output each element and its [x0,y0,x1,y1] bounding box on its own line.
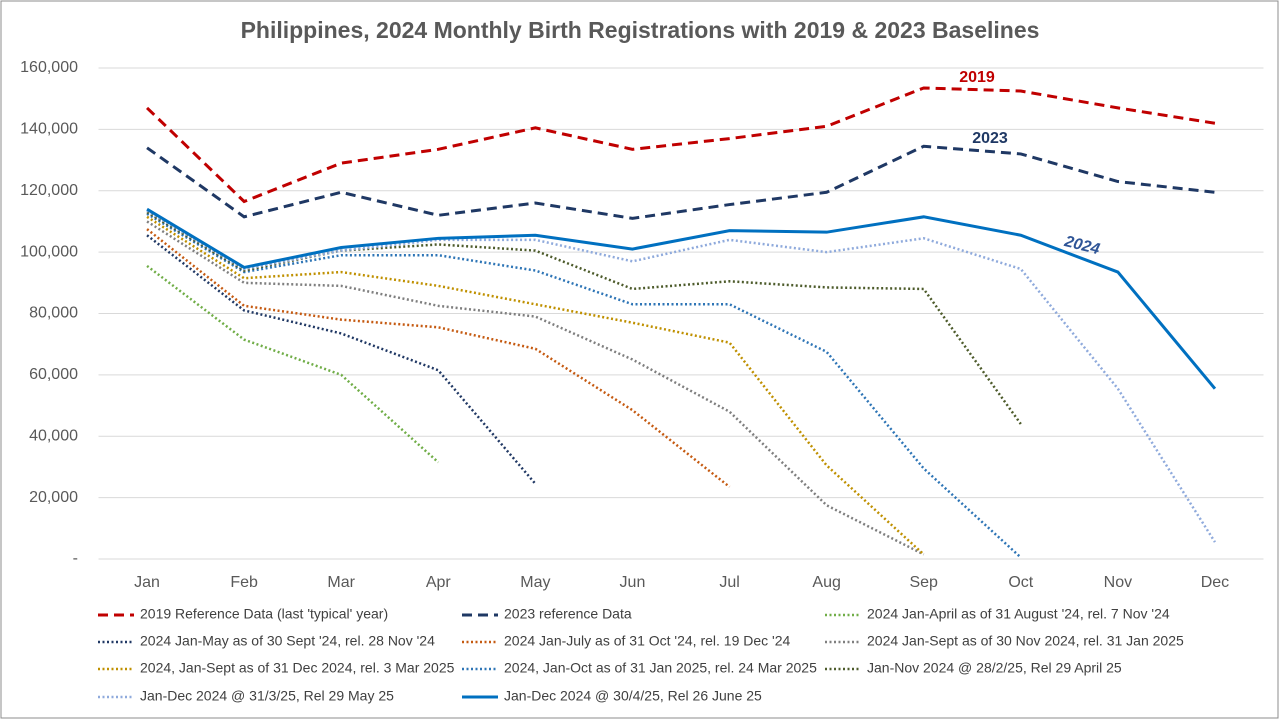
legend-label: 2024 Jan-April as of 31 August '24, rel.… [867,606,1170,622]
y-tick-label: 60,000 [29,366,78,383]
x-tick-label: Aug [812,574,840,591]
legend-label: Jan-Dec 2024 @ 30/4/25, Rel 26 June 25 [504,688,762,704]
y-tick-label: - [73,550,78,567]
series-line [146,212,1022,559]
legend-label: 2024, Jan-Sept as of 31 Dec 2024, rel. 3… [140,660,455,676]
x-tick-label: Jul [719,574,739,591]
legend-label: Jan-Nov 2024 @ 28/2/25, Rel 29 April 25 [867,660,1122,676]
x-tick-label: Feb [230,574,258,591]
series-line [146,86,1216,204]
legend-label: 2024 Jan-July as of 31 Oct '24, rel. 19 … [504,633,790,649]
x-tick-label: Dec [1201,574,1229,591]
series-line [146,215,925,556]
series-line [146,207,1217,390]
series-line [146,144,1216,220]
y-tick-label: 160,000 [20,59,78,76]
x-tick-label: May [520,574,550,591]
annotation: 2023 [972,130,1008,147]
chart-title: Philippines, 2024 Monthly Birth Registra… [241,17,1040,43]
x-tick-label: Nov [1104,574,1132,591]
y-tick-label: 100,000 [20,243,78,260]
x-tick-label: Sep [909,574,938,591]
legend-label: 2024 Jan-Sept as of 30 Nov 2024, rel. 31… [867,633,1184,649]
y-tick-label: 80,000 [29,305,78,322]
x-tick-label: Apr [426,574,452,591]
x-tick-label: Jun [620,574,646,591]
x-tick-label: Jan [134,574,160,591]
legend-label: 2023 reference Data [504,606,632,622]
y-tick-label: 140,000 [20,121,78,138]
annotation: 2019 [959,69,995,86]
y-tick-label: 20,000 [29,489,78,506]
legend-label: 2019 Reference Data (last 'typical' year… [140,606,388,622]
legend-label: 2024 Jan-May as of 30 Sept '24, rel. 28 … [140,633,435,649]
y-tick-label: 120,000 [20,182,78,199]
x-tick-label: Mar [327,574,355,591]
y-tick-label: 40,000 [29,427,78,444]
legend-label: 2024, Jan-Oct as of 31 Jan 2025, rel. 24… [504,660,817,676]
series-line [146,234,537,485]
x-tick-label: Oct [1008,574,1033,591]
legend-label: Jan-Dec 2024 @ 31/3/25, Rel 29 May 25 [140,688,394,704]
